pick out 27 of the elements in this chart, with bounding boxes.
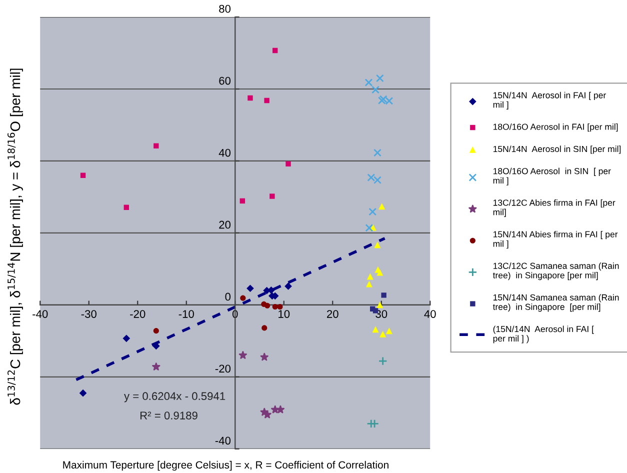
x-tick-label: 10 [278, 310, 290, 318]
y-tick-label: 80 [219, 4, 231, 13]
x-tick-label: -10 [178, 310, 194, 318]
y-tick-label: -40 [215, 436, 231, 445]
y-tick-label: 40 [218, 148, 231, 157]
x-tick-label: -30 [81, 310, 96, 318]
y-tick-label: 60 [219, 76, 231, 85]
legend-label: 18O/16O Aerosol in SIN [ per mil ] [493, 168, 611, 186]
annotation: R² = 0.9189 [140, 412, 198, 420]
legend-label: 15N/14N Abies firma in FAI [ per mil ] [493, 230, 618, 249]
x-axis-title: Maximum Teperture [degree Celsius] = x, R = Coefficient of Correlation [63, 460, 388, 471]
y-tick-label: 0 [225, 292, 231, 301]
annotation: y = 0.6204x - 0.5941 [124, 392, 226, 402]
legend-label: (15N/14N Aerosol in FAI [ per mil ] ) [493, 326, 594, 344]
legend-label: 15N/14N Samanea saman (Rain tree) in Singapore [per mil] [492, 294, 619, 312]
x-tick-label: 40 [424, 310, 436, 318]
x-tick-label: 20 [327, 310, 338, 318]
legend-label: 15N/14N Aerosol in SIN [per mil] [493, 146, 621, 154]
y-axis-title: δ$^{13/12}$C [per mil], δ$^{15/14}$N [per mil], y = δ$^{18/16}$O [per mil] [8, 68, 23, 405]
legend-label: 15N/14N Aerosol in FAI [ per mil ] [493, 92, 606, 110]
legend-label: 18O/16O Aerosol in FAI [per mil] [493, 123, 618, 132]
y-tick-label: -20 [215, 364, 231, 373]
y-tick-label: 20 [219, 220, 231, 229]
legend-label: 13C/12C Abies firma in FAI [per mil] [493, 199, 616, 217]
x-tick-label: -20 [130, 310, 146, 318]
legend-label: 13C/12C Samanea saman (Rain tree) in Singapore [per mil] [492, 262, 619, 280]
x-tick-label: -40 [32, 310, 48, 318]
